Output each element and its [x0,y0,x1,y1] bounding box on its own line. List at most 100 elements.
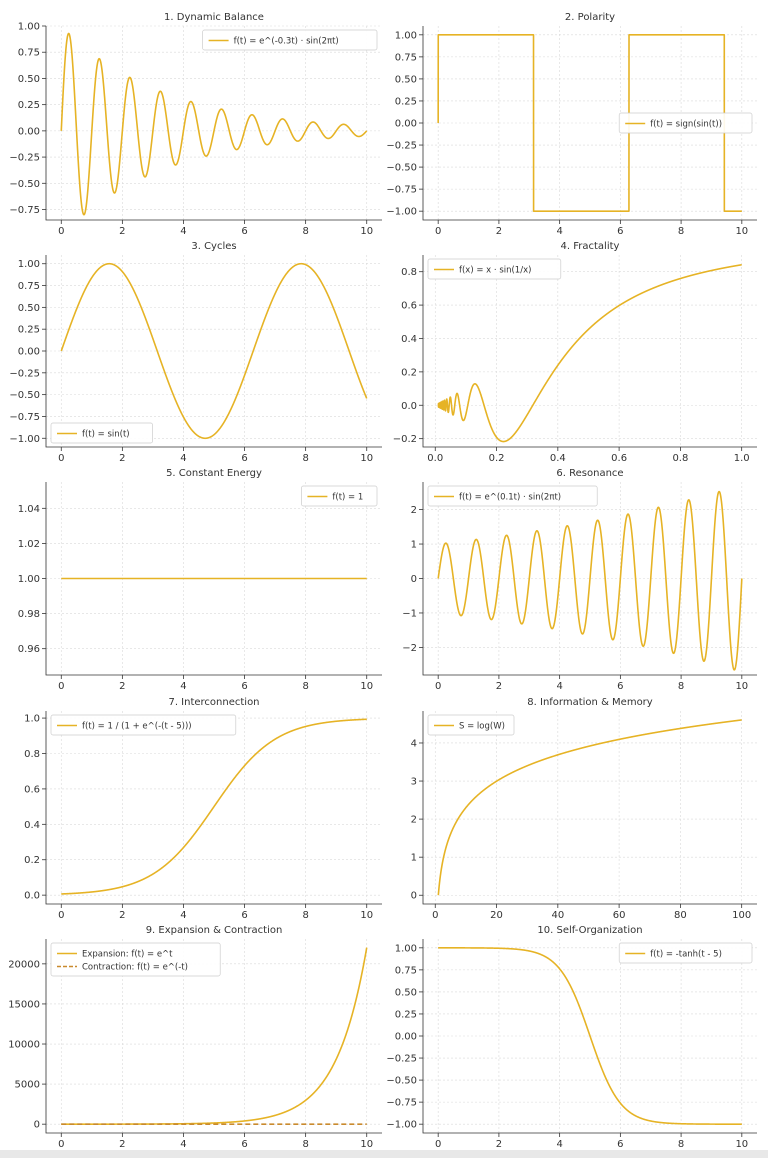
subplot-1: 1. Dynamic Balance 0 2 4 6 8 10 −0.75 −0.50 −0.25… [9,12,382,237]
y-tick-label: −0.25 [9,153,40,164]
series-line-1 [437,947,743,1125]
x-tick-label: 60 [613,910,626,921]
subplot-title: 2. Polarity [565,12,615,23]
legend-label: f(t) = e^(-0.3t) · sin(2πt) [234,37,339,47]
x-tick-label: 6 [617,1139,623,1150]
axes-spines [45,255,382,448]
x-tick-label: 10 [360,910,373,921]
y-tick-label: −1.00 [386,1120,417,1131]
y-tick-label: 1.00 [395,30,417,41]
y-tick-label: 4 [411,738,417,749]
series-line-1 [437,490,743,671]
y-tick-label: −2 [402,643,417,654]
y-tick-label: −0.2 [393,434,417,445]
legend-label: f(t) = 1 [332,493,363,503]
axes-spines [45,711,382,905]
y-tick-label: 0.2 [24,855,40,866]
y-tick-label: −0.25 [9,368,40,379]
axes-spines [45,26,382,221]
x-tick-label: 100 [732,910,751,921]
subplot-title: 5. Constant Energy [166,468,262,479]
x-tick-label: 0 [435,226,441,237]
x-tick-label: 2 [496,1139,502,1150]
legend: f(t) = 1 / (1 + e^(-(t - 5))) [50,714,237,736]
x-tick-label: 2 [119,1139,125,1150]
subplot-6: 6. Resonance 0 2 4 6 8 10 −2 −1 0 1 2 f(t) = e^(0.1t… [402,468,757,692]
x-tick-label: 4 [180,453,186,464]
y-tick-label: 0.25 [18,325,40,336]
legend: f(t) = e^(-0.3t) · sin(2πt) [202,29,378,51]
y-tick-label: 0.50 [18,303,40,314]
y-tick-label: 0.98 [18,609,40,620]
x-tick-label: 10 [360,1139,373,1150]
y-tick-label: 0.8 [401,267,417,278]
y-tick-label: 0.00 [18,347,40,358]
x-tick-label: 0.8 [672,453,688,464]
y-tick-label: −0.75 [386,185,417,196]
series-line-1 [60,262,368,440]
legend: f(t) = -tanh(t - 5) [618,942,753,964]
legend: f(x) = x · sin(1/x) [427,258,562,280]
legend-frame [50,422,153,444]
bottom-edge [0,1150,768,1158]
x-tick-label: 8 [302,453,308,464]
y-tick-label: 1.0 [24,714,40,725]
y-tick-label: 0.25 [18,100,40,111]
legend: f(t) = 1 [301,485,378,507]
x-tick-label: 0 [435,1139,441,1150]
x-tick-label: 0 [58,453,64,464]
axes-spines [422,939,757,1134]
x-tick-label: 4 [180,1139,186,1150]
y-tick-label: −0.75 [9,412,40,423]
subplot-title: 8. Information & Memory [527,697,653,708]
series-line-1 [60,718,368,895]
y-tick-label: 2 [411,505,417,516]
x-tick-label: 4 [180,910,186,921]
y-tick-label: 0.25 [395,1009,417,1020]
y-tick-label: 5000 [15,1080,40,1091]
y-tick-label: 0.75 [395,965,417,976]
x-tick-label: 6 [241,453,247,464]
legend-frame [427,714,515,736]
x-tick-label: 0 [432,910,438,921]
subplot-8: 8. Information & Memory 0 20 40 60 80 100 0 1 2 3 4… [411,697,757,921]
x-tick-label: 2 [496,681,502,692]
axes-spines [422,482,757,676]
x-tick-label: 0 [58,1139,64,1150]
legend: f(t) = sign(sin(t)) [618,112,753,134]
y-tick-label: 0.00 [395,119,417,130]
y-tick-label: −0.75 [386,1098,417,1109]
y-tick-label: 0.6 [401,301,417,312]
legend-frame [427,258,562,280]
x-tick-label: 4 [180,226,186,237]
y-tick-label: 1.02 [18,539,40,550]
subplot-title: 1. Dynamic Balance [164,12,264,23]
legend-frame [618,112,753,134]
y-tick-label: 0.50 [395,74,417,85]
y-tick-label: 1.00 [395,943,417,954]
y-tick-label: 2 [411,815,417,826]
y-tick-label: −0.75 [9,205,40,216]
y-tick-label: −1.00 [9,434,40,445]
y-tick-label: 0.00 [18,126,40,137]
y-tick-label: 0.8 [24,749,40,760]
y-tick-label: 20000 [8,959,40,970]
subplot-title: 10. Self-Organization [537,925,642,936]
x-tick-label: 8 [302,226,308,237]
x-tick-label: 2 [119,226,125,237]
x-tick-label: 0 [435,681,441,692]
series-line-1 [437,34,743,212]
legend-label: f(t) = sign(sin(t)) [650,120,722,130]
x-tick-label: 1.0 [734,453,750,464]
y-tick-label: 1.00 [18,22,40,33]
x-tick-label: 0.4 [550,453,566,464]
x-tick-label: 6 [241,1139,247,1150]
subplot-title: 9. Expansion & Contraction [146,925,283,936]
x-tick-label: 6 [617,681,623,692]
y-tick-label: 0.4 [401,334,417,345]
y-tick-label: 15000 [8,999,40,1010]
y-tick-label: 0.2 [401,367,417,378]
y-tick-label: −1.00 [386,207,417,218]
legend-frame [427,485,598,507]
y-tick-label: 0 [411,891,417,902]
